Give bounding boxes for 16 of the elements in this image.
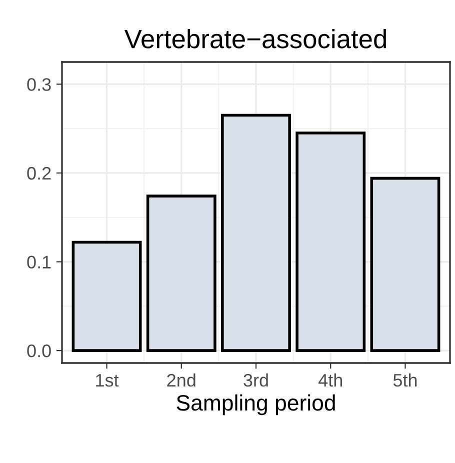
x-axis-title: Sampling period	[176, 394, 335, 416]
bar	[146, 194, 216, 352]
x-tick-label: 1st	[96, 374, 119, 387]
y-tick-label: 0.3	[27, 78, 51, 91]
x-tick-label: 2nd	[167, 373, 196, 387]
bar	[296, 132, 366, 352]
bar	[72, 240, 142, 352]
y-tick-label: 0.1	[27, 256, 51, 268]
x-tick-label: 5th	[393, 373, 417, 387]
bar	[370, 176, 440, 352]
x-tick-label: 3rd	[244, 373, 268, 387]
y-tick-label: 0.2	[27, 166, 51, 180]
x-tick-label: 4th	[318, 373, 342, 387]
bar	[221, 114, 291, 352]
chart-title: Vertebrate−associated	[124, 28, 386, 48]
y-tick-label: 0.0	[27, 344, 51, 358]
